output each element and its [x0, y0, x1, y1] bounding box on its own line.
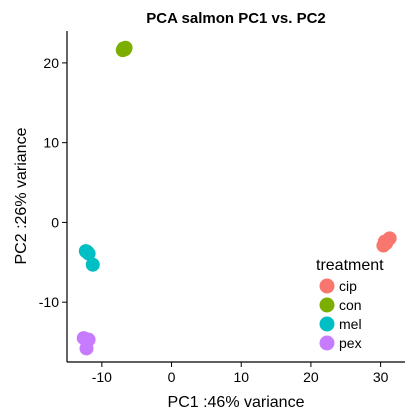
data-point-mel	[85, 257, 100, 272]
legend-label-mel: mel	[339, 316, 362, 332]
y-axis-title: PC2 :26% variance	[13, 127, 30, 264]
legend-items: cip con mel pex	[319, 278, 362, 351]
chart-title: PCA salmon PC1 vs. PC2	[146, 10, 326, 27]
legend-key-cip	[319, 278, 335, 294]
legend-label-con: con	[339, 297, 362, 313]
legend-key-con	[319, 297, 335, 313]
y-tick-label: -10	[39, 294, 59, 310]
legend-label-pex: pex	[339, 335, 362, 351]
legend-key-pex	[319, 335, 335, 351]
y-tick-label: 0	[51, 214, 59, 230]
data-point-mel	[80, 244, 95, 259]
plot-area	[76, 40, 397, 356]
legend: treatment cip con mel pex	[316, 257, 384, 351]
x-tick-label: 20	[303, 369, 319, 385]
y-axis-ticks: -10 0 10 20	[39, 55, 67, 310]
y-tick-label: 20	[43, 55, 59, 71]
x-axis-title: PC1 :46% variance	[168, 394, 305, 411]
legend-label-cip: cip	[339, 278, 357, 294]
x-tick-label: 30	[373, 369, 389, 385]
x-tick-label: 10	[233, 369, 249, 385]
data-point-cip	[379, 236, 394, 251]
y-tick-label: 10	[43, 135, 59, 151]
legend-title: treatment	[316, 257, 384, 274]
x-axis-ticks: -10 0 10 20 30	[92, 362, 389, 385]
x-tick-label: -10	[92, 369, 112, 385]
data-point-con	[117, 42, 132, 57]
legend-key-mel	[319, 316, 335, 332]
x-tick-label: 0	[168, 369, 176, 385]
data-point-pex	[78, 331, 93, 346]
